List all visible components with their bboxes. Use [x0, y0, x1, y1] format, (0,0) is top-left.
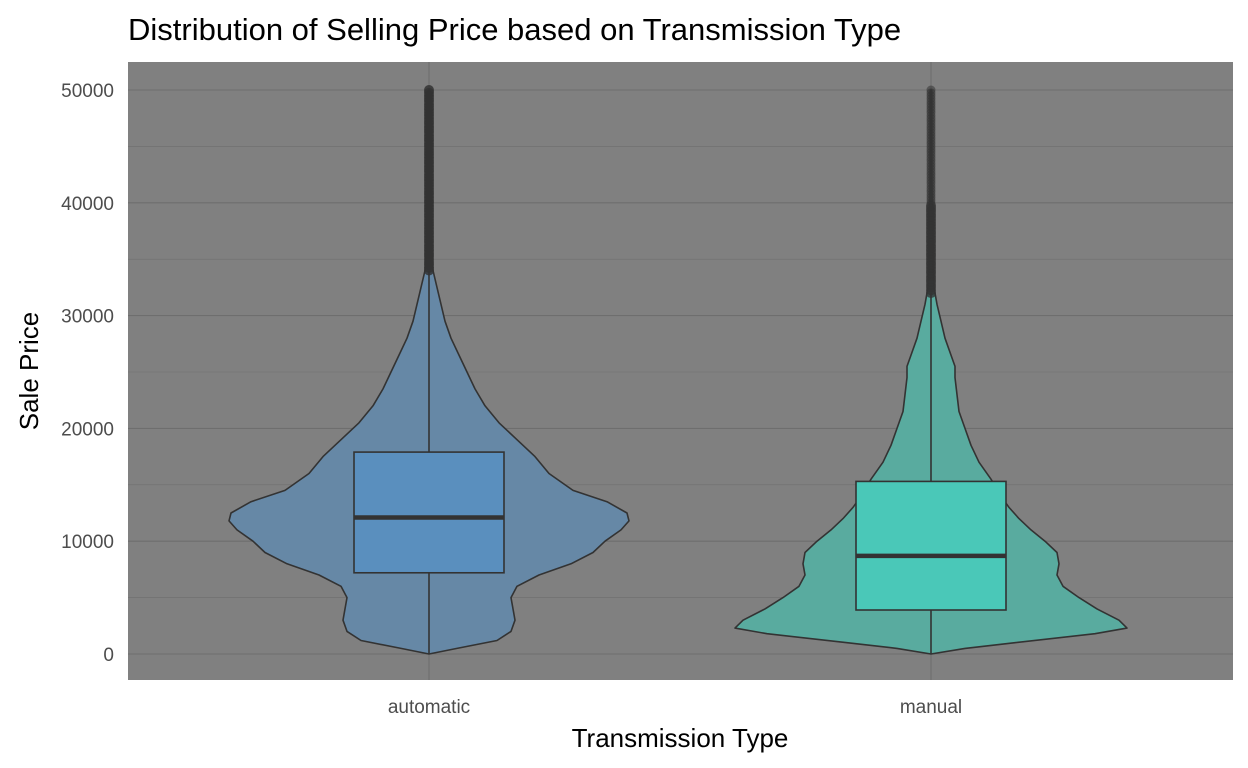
box-iqr	[353, 451, 505, 574]
y-axis-ticks: 0 10000 20000 30000 40000 50000	[61, 81, 114, 666]
plot-panel	[128, 62, 1233, 680]
x-tick-label: manual	[900, 697, 962, 718]
chart-title: Distribution of Selling Price based on T…	[128, 12, 901, 47]
y-tick-label: 20000	[61, 419, 114, 440]
y-axis-title: Sale Price	[14, 312, 44, 431]
x-axis-ticks: automatic manual	[388, 697, 962, 718]
y-tick-label: 50000	[61, 81, 114, 102]
violins	[228, 85, 1128, 655]
y-tick-label: 10000	[61, 532, 114, 553]
violin-manual	[734, 85, 1128, 655]
outlier-point	[926, 85, 936, 95]
violin-automatic	[228, 85, 630, 655]
y-tick-label: 40000	[61, 194, 114, 215]
box-iqr	[855, 480, 1007, 611]
x-axis-title: Transmission Type	[572, 723, 789, 753]
y-tick-label: 0	[103, 645, 114, 666]
x-tick-label: automatic	[388, 697, 470, 718]
y-tick-label: 30000	[61, 307, 114, 328]
outlier-point	[424, 85, 434, 95]
